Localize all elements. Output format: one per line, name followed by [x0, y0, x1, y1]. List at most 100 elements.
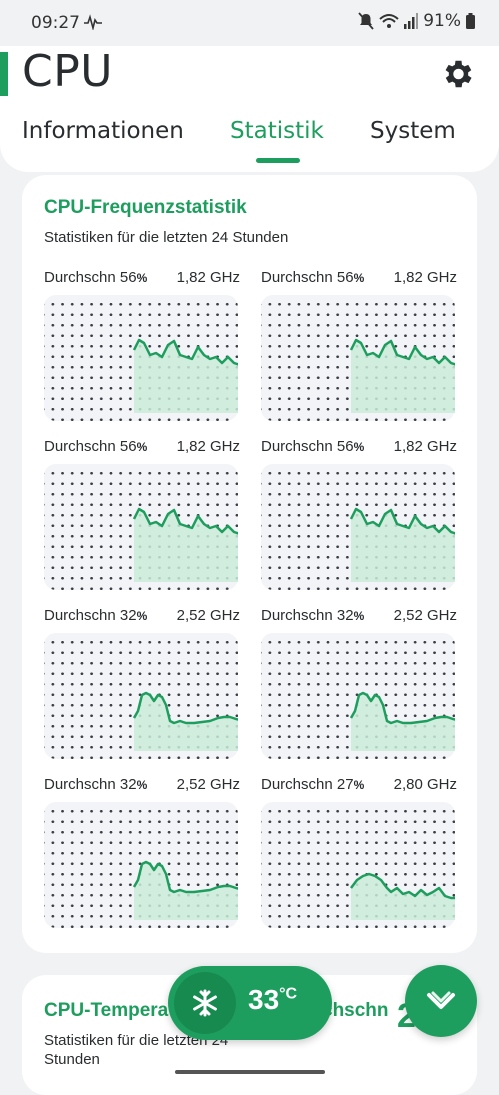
tab-informationen[interactable]: Informationen	[22, 118, 184, 144]
core-average: Durchschn 32%	[44, 776, 147, 793]
page-title: CPU	[22, 46, 113, 97]
core-average: Durchschn 56%	[44, 438, 147, 455]
sparkline-line	[132, 691, 238, 725]
sparkline-area	[351, 693, 455, 751]
battery-icon	[466, 13, 475, 29]
core-average: Durchschn 32%	[44, 607, 147, 624]
core-frequency-cell: Durchschn 56% 1,82 GHz	[44, 438, 240, 598]
signal-icon	[404, 13, 419, 29]
core-stat-label: Durchschn 56% 1,82 GHz	[261, 438, 457, 455]
core-average-unit: %	[136, 609, 148, 623]
core-average: Durchschn 56%	[261, 438, 364, 455]
core-average-unit: %	[353, 609, 365, 623]
card-subtitle: Statistiken für die letzten 24 Stunden	[44, 229, 289, 246]
active-tab-indicator	[256, 158, 300, 163]
core-average-value: Durchschn 56	[261, 438, 354, 455]
core-frequency-sparkline	[44, 295, 238, 421]
core-average-value: Durchschn 32	[44, 607, 137, 624]
core-stat-label: Durchschn 27% 2,80 GHz	[261, 776, 457, 793]
tab-bar: Informationen Statistik System	[0, 112, 499, 164]
snowflake-button[interactable]	[174, 972, 236, 1034]
core-average-value: Durchschn 56	[261, 269, 354, 286]
core-average: Durchschn 56%	[261, 269, 364, 286]
battery-percent: 91%	[423, 11, 461, 31]
core-stat-label: Durchschn 32% 2,52 GHz	[261, 607, 457, 624]
app-header: CPU Informationen Statistik System	[0, 46, 499, 172]
core-frequency-sparkline	[261, 633, 455, 759]
core-frequency-value: 1,82 GHz	[393, 269, 457, 286]
core-frequency-value: 2,52 GHz	[393, 607, 457, 624]
core-frequency-cell: Durchschn 56% 1,82 GHz	[44, 269, 240, 429]
core-average: Durchschn 56%	[44, 269, 147, 286]
core-stat-label: Durchschn 56% 1,82 GHz	[44, 269, 240, 286]
core-frequency-cell: Durchschn 27% 2,80 GHz	[261, 776, 457, 936]
sparkline-area	[134, 862, 238, 920]
sparkline-line	[349, 338, 455, 366]
core-average-value: Durchschn 32	[261, 607, 354, 624]
core-average-value: Durchschn 56	[44, 269, 137, 286]
core-average-unit: %	[136, 271, 148, 285]
core-average: Durchschn 32%	[261, 607, 364, 624]
expand-fab-button[interactable]	[405, 965, 477, 1037]
sparkline-area	[134, 693, 238, 751]
temp-card-subtitle: Statistiken für die letzten 24 Stunden	[44, 1032, 229, 1068]
gear-icon[interactable]	[439, 56, 475, 92]
sparkline-graph	[132, 338, 238, 413]
sparkline-graph	[350, 872, 455, 920]
core-average-unit: %	[136, 440, 148, 454]
core-frequency-cell: Durchschn 56% 1,82 GHz	[261, 438, 457, 598]
core-average: Durchschn 27%	[261, 776, 364, 793]
core-average-value: Durchschn 56	[44, 438, 137, 455]
core-stat-label: Durchschn 32% 2,52 GHz	[44, 776, 240, 793]
temperature-pill[interactable]: 33°C	[168, 966, 332, 1040]
sparkline-line	[349, 507, 455, 535]
core-frequency-sparkline	[261, 802, 455, 928]
tab-statistik[interactable]: Statistik	[230, 118, 324, 144]
core-frequency-cell: Durchschn 32% 2,52 GHz	[261, 607, 457, 767]
status-time: 09:27	[31, 13, 80, 33]
status-bar: 09:27 91%	[0, 0, 499, 46]
temperature-unit: °C	[279, 985, 298, 1003]
sparkline-area	[351, 874, 455, 920]
sparkline-area	[134, 509, 238, 582]
wifi-icon	[379, 14, 399, 28]
core-average-unit: %	[136, 778, 148, 792]
cpu-temperature-card: CPU-Temperat chschn 2 Statistiken für di…	[22, 975, 477, 1095]
core-frequency-value: 1,82 GHz	[393, 438, 457, 455]
core-average-value: Durchschn 27	[261, 776, 354, 793]
core-frequency-value: 2,52 GHz	[176, 776, 240, 793]
core-frequency-value: 2,80 GHz	[393, 776, 457, 793]
core-average-unit: %	[353, 271, 365, 285]
sparkline-graph	[349, 691, 455, 751]
sparkline-line	[132, 860, 238, 894]
cpu-frequency-card: CPU-Frequenzstatistik Statistiken für di…	[22, 175, 477, 953]
sparkline-line	[132, 338, 238, 366]
sparkline-line	[132, 507, 238, 535]
temp-card-title: CPU-Temperat	[44, 1000, 175, 1021]
core-frequency-sparkline	[261, 464, 455, 590]
core-frequency-cell: Durchschn 56% 1,82 GHz	[261, 269, 457, 429]
mute-icon	[358, 12, 374, 30]
double-chevron-down-icon	[427, 991, 455, 1009]
core-stat-label: Durchschn 56% 1,82 GHz	[44, 438, 240, 455]
sparkline-area	[134, 340, 238, 413]
gesture-nav-bar[interactable]	[175, 1070, 325, 1074]
activity-icon	[84, 14, 102, 30]
core-stat-label: Durchschn 56% 1,82 GHz	[261, 269, 457, 286]
core-frequency-value: 2,52 GHz	[176, 607, 240, 624]
sparkline-area	[351, 340, 455, 413]
sparkline-line	[350, 872, 455, 900]
core-stat-label: Durchschn 32% 2,52 GHz	[44, 607, 240, 624]
temperature-readout: 33°C	[248, 984, 297, 1016]
core-average-value: Durchschn 32	[44, 776, 137, 793]
core-frequency-value: 1,82 GHz	[176, 269, 240, 286]
sparkline-area	[351, 509, 455, 582]
title-accent-bar	[0, 52, 8, 96]
snowflake-icon	[193, 989, 217, 1017]
sparkline-line	[349, 691, 455, 725]
tab-system[interactable]: System	[370, 118, 456, 144]
core-frequency-cell: Durchschn 32% 2,52 GHz	[44, 607, 240, 767]
sparkline-graph	[132, 691, 238, 751]
core-average-unit: %	[353, 778, 365, 792]
core-frequency-sparkline	[44, 464, 238, 590]
